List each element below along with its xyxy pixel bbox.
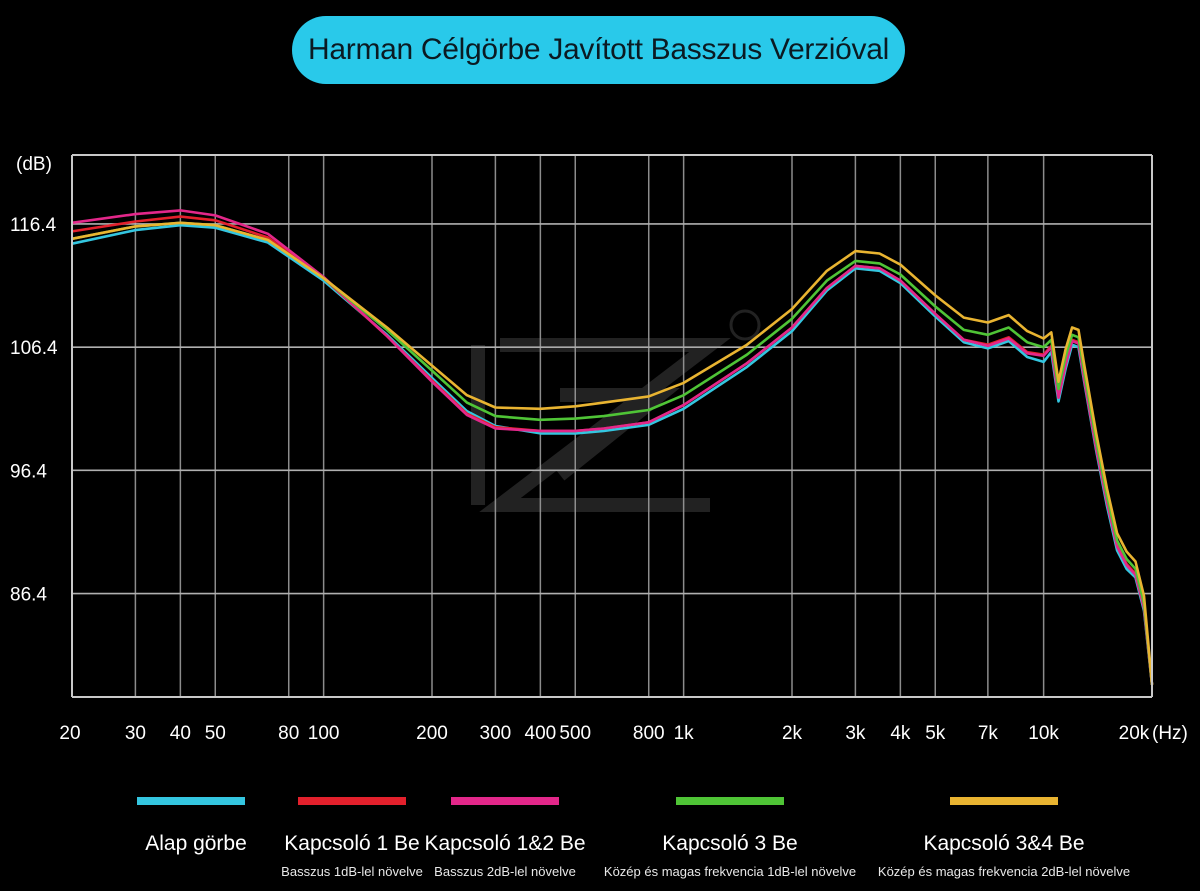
series-line-4 — [71, 221, 1154, 685]
x-tick-label: 7k — [978, 723, 999, 744]
legend-name-1: Alap görbe — [145, 832, 247, 855]
legend-description-5: Közép és magas frekvencia 2dB-lel növelv… — [877, 864, 1131, 879]
x-axis-label: (Hz) — [1152, 723, 1188, 744]
legend-description-4: Közép és magas frekvencia 1dB-lel növelv… — [603, 864, 857, 879]
x-tick-label: 5k — [925, 723, 946, 744]
x-tick-label: 400 — [525, 723, 557, 744]
y-tick-label: 116.4 — [10, 215, 57, 236]
x-tick-label: 30 — [125, 723, 146, 744]
legend-name-4: Kapcsoló 3 Be — [662, 832, 798, 855]
legend-swatch-3 — [451, 797, 559, 805]
x-tick-label: 40 — [170, 723, 191, 744]
series-lines — [71, 209, 1154, 685]
watermark-logo-icon — [471, 309, 761, 512]
plot-frame — [71, 154, 1153, 698]
x-tick-label: 300 — [480, 723, 512, 744]
legend-description-3: Basszus 2dB-lel növelve — [434, 864, 576, 879]
x-tick-label: 20 — [59, 723, 80, 744]
x-tick-label: 800 — [633, 723, 665, 744]
x-tick-label: 4k — [890, 723, 911, 744]
x-tick-label: 3k — [845, 723, 866, 744]
x-tick-label: 1k — [674, 723, 695, 744]
chart-title: Harman Célgörbe Javított Basszus Verzióv… — [292, 16, 905, 84]
x-tick-label: 100 — [308, 723, 340, 744]
series-line-2 — [71, 215, 1154, 685]
y-tick-label: 86.4 — [10, 585, 47, 606]
x-tick-label: 200 — [416, 723, 448, 744]
y-tick-labels: 116.4 106.4 96.4 86.4 — [10, 215, 58, 606]
legend-name-5: Kapcsoló 3&4 Be — [923, 832, 1085, 855]
x-tick-label: 10k — [1028, 723, 1059, 744]
x-tick-label: 50 — [205, 723, 226, 744]
legend-name-2: Kapcsoló 1 Be — [284, 832, 420, 855]
x-tick-label: 2k — [782, 723, 803, 744]
x-tick-label: 80 — [278, 723, 299, 744]
legend-swatch-4 — [676, 797, 784, 805]
legend-description-2: Basszus 1dB-lel növelve — [281, 864, 423, 879]
x-tick-label: 500 — [559, 723, 591, 744]
series-line-1 — [71, 223, 1154, 685]
legend-swatch-1 — [137, 797, 245, 805]
series-line-5 — [71, 221, 1154, 685]
series-line-3 — [71, 209, 1154, 685]
y-axis-label: (dB) — [16, 154, 52, 175]
legend-swatch-5 — [950, 797, 1058, 805]
y-tick-label: 106.4 — [10, 338, 58, 359]
legend-swatch-2 — [298, 797, 406, 805]
horizontal-gridlines — [72, 223, 1152, 595]
x-tick-label: 20k — [1119, 723, 1150, 744]
y-tick-label: 96.4 — [10, 461, 47, 482]
x-tick-labels: 20 30 40 50 80 100 200 300 400 500 800 1k 2k 3k 4k 5k 7k… — [59, 723, 1149, 744]
legend-name-3: Kapcsoló 1&2 Be — [424, 832, 586, 855]
